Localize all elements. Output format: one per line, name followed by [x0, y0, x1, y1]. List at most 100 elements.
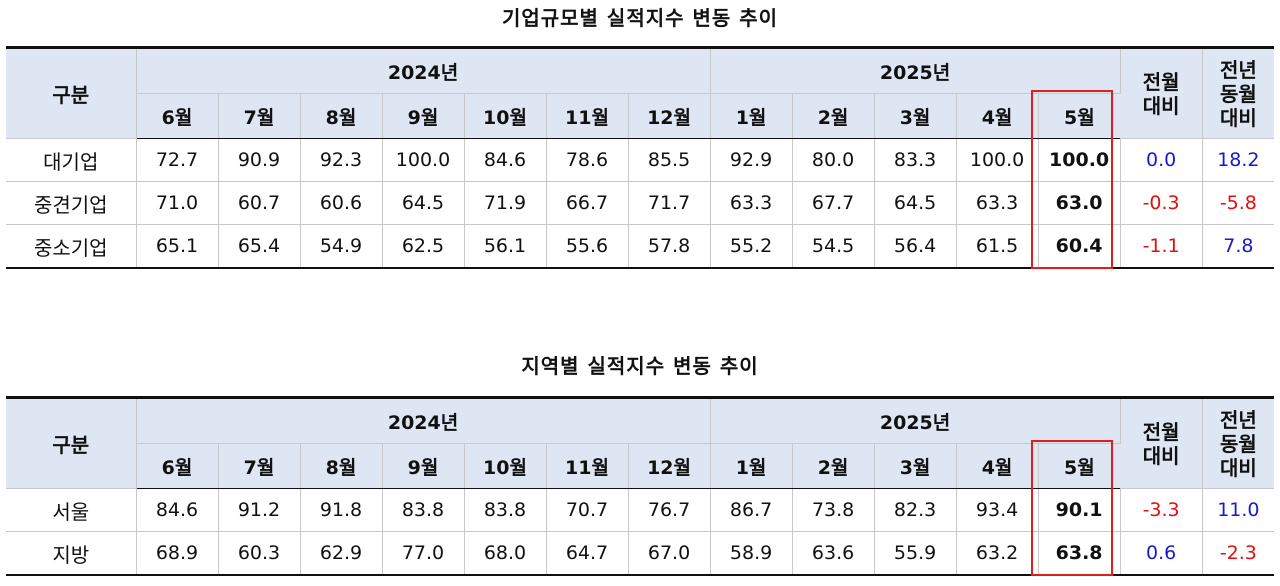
- value-cell: 78.6: [546, 138, 629, 182]
- value-cell: 71.0: [136, 181, 219, 225]
- mom-cell: -3.3: [1120, 488, 1203, 532]
- value-cell: 76.7: [628, 488, 711, 532]
- table1-title: 기업규모별 실적지수 변동 추이: [501, 6, 779, 30]
- row-label: 서울: [6, 488, 137, 532]
- table2-title: 지역별 실적지수 변동 추이: [521, 354, 759, 378]
- row-label: 중견기업: [6, 181, 137, 225]
- value-cell: 85.5: [628, 138, 711, 182]
- mom-cell: 0.6: [1120, 531, 1203, 576]
- month-header: 11월: [546, 93, 629, 139]
- mom-cell: 0.0: [1120, 138, 1203, 182]
- month-header: 8월: [300, 443, 383, 489]
- yoy-header: 전년 동월 대비: [1202, 396, 1275, 489]
- value-cell: 58.9: [710, 531, 793, 576]
- value-cell: 61.5: [956, 224, 1039, 269]
- value-cell: 64.7: [546, 531, 629, 576]
- month-header: 7월: [218, 93, 301, 139]
- month-header: 4월: [956, 93, 1039, 139]
- value-cell: 55.6: [546, 224, 629, 269]
- value-cell: 65.1: [136, 224, 219, 269]
- value-cell: 63.6: [792, 531, 875, 576]
- value-cell: 67.7: [792, 181, 875, 225]
- may-value-cell: 100.0: [1038, 138, 1121, 182]
- month-header: 12월: [628, 93, 711, 139]
- year-2025-header: 2025년: [710, 396, 1121, 444]
- value-cell: 84.6: [136, 488, 219, 532]
- table-row: 지방 68.9 60.3 62.9 77.0 68.0 64.7 67.0 58…: [6, 531, 1275, 576]
- month-header: 1월: [710, 93, 793, 139]
- value-cell: 71.7: [628, 181, 711, 225]
- value-cell: 83.8: [464, 488, 547, 532]
- value-cell: 91.8: [300, 488, 383, 532]
- value-cell: 60.6: [300, 181, 383, 225]
- may-value-cell: 90.1: [1038, 488, 1121, 532]
- value-cell: 71.9: [464, 181, 547, 225]
- value-cell: 86.7: [710, 488, 793, 532]
- value-cell: 56.4: [874, 224, 957, 269]
- value-cell: 91.2: [218, 488, 301, 532]
- mom-header: 전월 대비: [1120, 46, 1203, 139]
- yoy-header: 전년 동월 대비: [1202, 46, 1275, 139]
- company-size-table: 구분 2024년 2025년 전월 대비 전년 동월 대비 6월 7월 8월 9월 1…: [6, 46, 1275, 269]
- value-cell: 93.4: [956, 488, 1039, 532]
- table-row: 중견기업 71.0 60.7 60.6 64.5 71.9 66.7 71.7 …: [6, 181, 1275, 225]
- category-header: 구분: [6, 396, 137, 489]
- month-header: 9월: [382, 443, 465, 489]
- value-cell: 54.5: [792, 224, 875, 269]
- value-cell: 63.2: [956, 531, 1039, 576]
- month-header: 2월: [792, 93, 875, 139]
- value-cell: 84.6: [464, 138, 547, 182]
- table-row: 중소기업 65.1 65.4 54.9 62.5 56.1 55.6 57.8 …: [6, 224, 1275, 269]
- month-header: 5월: [1038, 443, 1121, 489]
- month-header: 1월: [710, 443, 793, 489]
- value-cell: 67.0: [628, 531, 711, 576]
- value-cell: 100.0: [382, 138, 465, 182]
- row-label: 대기업: [6, 138, 137, 182]
- value-cell: 62.5: [382, 224, 465, 269]
- value-cell: 83.3: [874, 138, 957, 182]
- value-cell: 64.5: [874, 181, 957, 225]
- value-cell: 92.9: [710, 138, 793, 182]
- mom-cell: -0.3: [1120, 181, 1203, 225]
- month-header: 6월: [136, 93, 219, 139]
- value-cell: 80.0: [792, 138, 875, 182]
- month-header: 5월: [1038, 93, 1121, 139]
- table-row: 서울 84.6 91.2 91.8 83.8 83.8 70.7 76.7 86…: [6, 488, 1275, 532]
- category-header: 구분: [6, 46, 137, 139]
- mom-header: 전월 대비: [1120, 396, 1203, 489]
- value-cell: 77.0: [382, 531, 465, 576]
- month-header: 3월: [874, 443, 957, 489]
- table-row: 대기업 72.7 90.9 92.3 100.0 84.6 78.6 85.5 …: [6, 138, 1275, 182]
- yoy-cell: 7.8: [1202, 224, 1275, 269]
- value-cell: 55.9: [874, 531, 957, 576]
- value-cell: 60.3: [218, 531, 301, 576]
- value-cell: 82.3: [874, 488, 957, 532]
- region-table: 구분 2024년 2025년 전월 대비 전년 동월 대비 6월 7월 8월 9월 1…: [6, 396, 1275, 576]
- month-header: 10월: [464, 443, 547, 489]
- value-cell: 55.2: [710, 224, 793, 269]
- value-cell: 70.7: [546, 488, 629, 532]
- value-cell: 57.8: [628, 224, 711, 269]
- value-cell: 65.4: [218, 224, 301, 269]
- mom-cell: -1.1: [1120, 224, 1203, 269]
- month-header: 9월: [382, 93, 465, 139]
- value-cell: 54.9: [300, 224, 383, 269]
- yoy-cell: -2.3: [1202, 531, 1275, 576]
- month-header: 2월: [792, 443, 875, 489]
- month-header: 3월: [874, 93, 957, 139]
- value-cell: 63.3: [956, 181, 1039, 225]
- value-cell: 92.3: [300, 138, 383, 182]
- month-header: 4월: [956, 443, 1039, 489]
- value-cell: 68.9: [136, 531, 219, 576]
- value-cell: 66.7: [546, 181, 629, 225]
- row-label: 지방: [6, 531, 137, 576]
- value-cell: 56.1: [464, 224, 547, 269]
- value-cell: 72.7: [136, 138, 219, 182]
- value-cell: 63.3: [710, 181, 793, 225]
- may-value-cell: 60.4: [1038, 224, 1121, 269]
- value-cell: 83.8: [382, 488, 465, 532]
- yoy-cell: 18.2: [1202, 138, 1275, 182]
- may-value-cell: 63.8: [1038, 531, 1121, 576]
- row-label: 중소기업: [6, 224, 137, 269]
- value-cell: 73.8: [792, 488, 875, 532]
